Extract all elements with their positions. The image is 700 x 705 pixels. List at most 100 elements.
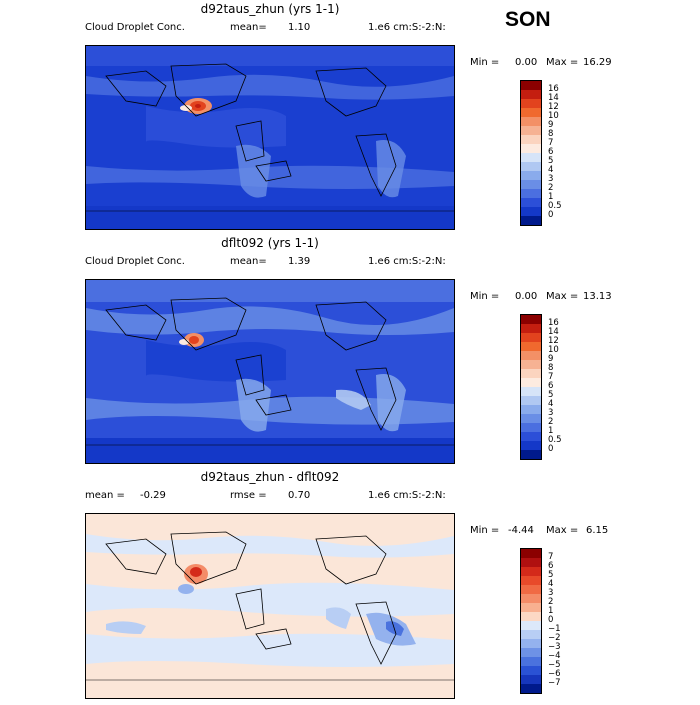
colorbar-tick-label: 7	[548, 552, 554, 562]
colorbar-tick-label: 6	[548, 147, 554, 157]
max-value: 6.15	[586, 525, 609, 536]
colorbar-tick-label: 10	[548, 111, 559, 121]
colorbar-swatch	[521, 441, 541, 450]
colorbar-tick-label: 0	[548, 444, 554, 454]
colorbar-tick-label: 5	[548, 570, 554, 580]
mean-value: 1.10	[288, 22, 311, 33]
colorbar-tick-label: −3	[548, 642, 561, 652]
colorbar-tick-label: 8	[548, 363, 554, 373]
min-label: Min =	[470, 291, 500, 302]
colorbar-swatch	[521, 351, 541, 360]
colorbar-tick-label: 0	[548, 615, 554, 625]
map-plot	[85, 513, 455, 699]
colorbar-swatch	[521, 639, 541, 648]
colorbar-swatch	[521, 135, 541, 144]
units-label: 1.e6 cm:S:-2:N:	[368, 490, 446, 501]
colorbar-tick-label: 14	[548, 327, 559, 337]
max-label: Max =	[546, 291, 579, 302]
colorbar-tick-label: 0.5	[548, 435, 562, 445]
colorbar-tick-label: 9	[548, 354, 554, 364]
colorbar-tick-label: 7	[548, 138, 554, 148]
colorbar-tick-label: 2	[548, 417, 554, 427]
rmse-value: 0.70	[288, 490, 311, 501]
panel-title: dflt092 (yrs 1-1)	[221, 236, 319, 250]
variable-label: Cloud Droplet Conc.	[85, 256, 185, 267]
colorbar-swatch	[521, 81, 541, 90]
colorbar-swatch	[521, 558, 541, 567]
colorbar-swatch	[521, 666, 541, 675]
colorbar-tick-label: 4	[548, 165, 554, 175]
colorbar	[520, 80, 542, 226]
colorbar-tick-label: −6	[548, 669, 561, 679]
colorbar-tick-label: 9	[548, 120, 554, 130]
colorbar-tick-label: 0	[548, 210, 554, 220]
colorbar-swatch	[521, 684, 541, 693]
colorbar-swatch	[521, 630, 541, 639]
colorbar-swatch	[521, 603, 541, 612]
colorbar-swatch	[521, 117, 541, 126]
colorbar-tick-label: 12	[548, 336, 559, 346]
colorbar-swatch	[521, 450, 541, 459]
colorbar-tick-label: −2	[548, 633, 561, 643]
colorbar-swatch	[521, 378, 541, 387]
colorbar-swatch	[521, 387, 541, 396]
colorbar-tick-label: 3	[548, 174, 554, 184]
colorbar-tick-label: 7	[548, 372, 554, 382]
map-plot	[85, 279, 455, 464]
colorbar-tick-label: 1	[548, 192, 554, 202]
min-value: 0.00	[515, 57, 538, 68]
max-label: Max =	[546, 525, 579, 536]
mean-value: -0.29	[140, 490, 166, 501]
colorbar-tick-label: 6	[548, 561, 554, 571]
variable-label: Cloud Droplet Conc.	[85, 22, 185, 33]
map-svg	[86, 280, 454, 463]
colorbar-tick-label: 0.5	[548, 201, 562, 211]
max-value: 16.29	[583, 57, 612, 68]
colorbar-swatch	[521, 162, 541, 171]
units-label: 1.e6 cm:S:-2:N:	[368, 22, 446, 33]
colorbar-swatch	[521, 396, 541, 405]
colorbar-swatch	[521, 576, 541, 585]
colorbar-swatch	[521, 315, 541, 324]
rmse-label: rmse =	[230, 490, 267, 501]
panel-middle: dflt092 (yrs 1-1) Cloud Droplet Conc. me…	[0, 236, 700, 471]
colorbar-tick-label: 1	[548, 606, 554, 616]
colorbar-swatch	[521, 648, 541, 657]
colorbar-swatch	[521, 144, 541, 153]
colorbar	[520, 314, 542, 460]
colorbar-tick-label: 2	[548, 597, 554, 607]
colorbar-tick-label: 5	[548, 390, 554, 400]
min-label: Min =	[470, 57, 500, 68]
colorbar-swatch	[521, 324, 541, 333]
colorbar-swatch	[521, 585, 541, 594]
colorbar-swatch	[521, 99, 541, 108]
colorbar-tick-label: 4	[548, 579, 554, 589]
max-value: 13.13	[583, 291, 612, 302]
mean-label: mean =	[85, 490, 125, 501]
colorbar-tick-label: 16	[548, 318, 559, 328]
colorbar-swatch	[521, 360, 541, 369]
colorbar-swatch	[521, 171, 541, 180]
map-svg	[86, 514, 454, 698]
colorbar-tick-label: 1	[548, 426, 554, 436]
panel-title: d92taus_zhun - dflt092	[200, 470, 340, 484]
colorbar-swatch	[521, 216, 541, 225]
mean-value: 1.39	[288, 256, 311, 267]
panel-bottom: d92taus_zhun - dflt092 mean = -0.29 rmse…	[0, 470, 700, 705]
mean-label: mean=	[230, 256, 267, 267]
panel-top: d92taus_zhun (yrs 1-1) Cloud Droplet Con…	[0, 2, 700, 237]
colorbar-swatch	[521, 189, 541, 198]
colorbar-swatch	[521, 549, 541, 558]
colorbar-tick-label: 8	[548, 129, 554, 139]
colorbar-tick-label: 4	[548, 399, 554, 409]
colorbar-tick-label: 3	[548, 408, 554, 418]
colorbar-swatch	[521, 567, 541, 576]
colorbar-swatch	[521, 405, 541, 414]
min-label: Min =	[470, 525, 500, 536]
colorbar-swatch	[521, 675, 541, 684]
colorbar-swatch	[521, 594, 541, 603]
colorbar-swatch	[521, 90, 541, 99]
mean-label: mean=	[230, 22, 267, 33]
colorbar-tick-label: 2	[548, 183, 554, 193]
colorbar-swatch	[521, 153, 541, 162]
